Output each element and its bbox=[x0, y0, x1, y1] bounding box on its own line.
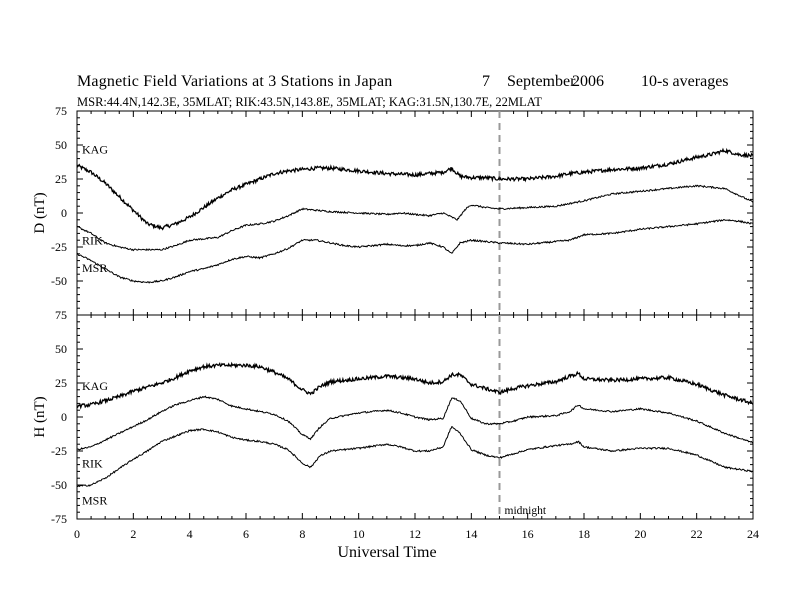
panel-d-y-axis-label: D (nT) bbox=[32, 192, 48, 233]
panel-d-frame bbox=[76, 110, 754, 316]
x-tick-label: 20 bbox=[634, 527, 646, 541]
x-tick-label: 16 bbox=[522, 527, 534, 541]
x-tick-label: 10 bbox=[353, 527, 365, 541]
panel-h-series-label-kag: KAG bbox=[82, 379, 108, 393]
panel-d-series-label-msr: MSR bbox=[82, 261, 107, 275]
panel-d-y-tick-label: 25 bbox=[55, 172, 67, 186]
midnight-label: midnight bbox=[505, 505, 547, 517]
x-tick-label: 24 bbox=[747, 527, 759, 541]
panel-d-series-kag bbox=[76, 147, 754, 231]
panel-d-series-label-rik: RIK bbox=[82, 234, 103, 248]
panel-h-y-axis-label: H (nT) bbox=[32, 396, 48, 437]
x-tick-label: 12 bbox=[409, 527, 421, 541]
panel-h-series-rik bbox=[76, 395, 754, 451]
panel-d-series-msr bbox=[76, 219, 754, 284]
x-tick-label: 2 bbox=[130, 527, 136, 541]
panel-d-y-tick-label: -50 bbox=[51, 274, 67, 288]
panel-d-y-tick-label: 50 bbox=[55, 138, 67, 152]
averaging-label: 10-s averages bbox=[641, 73, 729, 90]
chart-title: Magnetic Field Variations at 3 Stations … bbox=[77, 73, 393, 90]
panel-d-y-tick-label: 0 bbox=[61, 206, 67, 220]
x-axis-label: Universal Time bbox=[337, 544, 436, 561]
panel-d-y-tick-label: 75 bbox=[55, 104, 67, 118]
panel-h-series-label-msr: MSR bbox=[82, 493, 107, 507]
panel-h-y-tick-label: 25 bbox=[55, 376, 67, 390]
x-tick-label: 18 bbox=[578, 527, 590, 541]
x-tick-label: 22 bbox=[691, 527, 703, 541]
panel-h-y-tick-label: -50 bbox=[51, 478, 67, 492]
x-tick-label: 4 bbox=[187, 527, 193, 541]
panel-h-y-tick-label: -75 bbox=[51, 512, 67, 526]
panel-h-series-msr bbox=[76, 426, 754, 488]
x-tick-label: 14 bbox=[465, 527, 477, 541]
date-month: September bbox=[507, 73, 576, 90]
date-day: 7 bbox=[482, 73, 490, 90]
x-tick-label: 0 bbox=[74, 527, 80, 541]
panel-d-y-tick-label: -25 bbox=[51, 240, 67, 254]
panel-h-y-tick-label: 50 bbox=[55, 342, 67, 356]
x-tick-label: 6 bbox=[243, 527, 249, 541]
panel-h-series-kag bbox=[76, 361, 754, 410]
panel-h-series-label-rik: RIK bbox=[82, 457, 103, 471]
date-year: 2006 bbox=[572, 73, 604, 90]
panel-d-series-rik bbox=[76, 184, 754, 252]
station-info: MSR:44.4N,142.3E, 35MLAT; RIK:43.5N,143.… bbox=[77, 95, 542, 109]
panel-h-y-tick-label: 75 bbox=[55, 308, 67, 322]
x-tick-label: 8 bbox=[299, 527, 305, 541]
panel-h-y-tick-label: 0 bbox=[61, 410, 67, 424]
panel-d-series-label-kag: KAG bbox=[82, 142, 108, 156]
panel-h-y-tick-label: -25 bbox=[51, 444, 67, 458]
